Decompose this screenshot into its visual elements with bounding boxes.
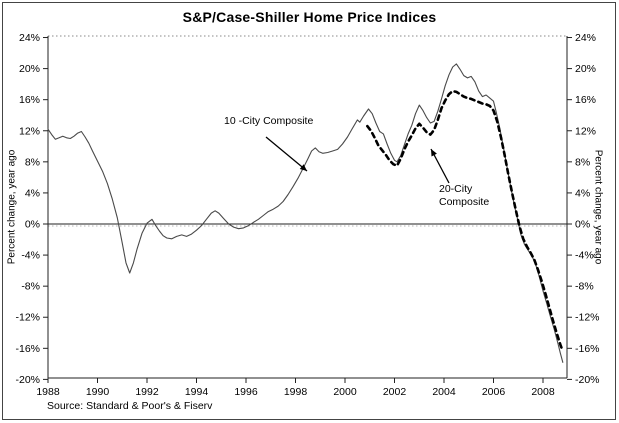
y-tick-label-left: 4% xyxy=(25,187,40,199)
y-axis-title-right: Percent change, year ago xyxy=(592,149,604,265)
y-tick-label-right: -20% xyxy=(575,374,600,386)
x-tick-label: 1998 xyxy=(284,386,308,398)
x-tick-label: 1996 xyxy=(234,386,258,398)
source-note: Source: Standard & Poor's & Fiserv xyxy=(47,400,213,412)
y-tick-label-right: -8% xyxy=(575,281,594,293)
annotation-10-city-composite: 10 -City Composite xyxy=(224,115,314,127)
y-tick-label-left: -4% xyxy=(21,250,40,262)
x-tick-label: 2008 xyxy=(531,386,555,398)
arrow-10-city-head xyxy=(299,164,307,171)
x-tick-label: 1992 xyxy=(135,386,159,398)
y-tick-label-left: 8% xyxy=(25,156,40,168)
twenty-city-composite-line xyxy=(365,89,565,353)
y-tick-label-left: 20% xyxy=(19,63,40,75)
annotation-20-city-line1: 20-City xyxy=(439,183,473,195)
y-tick-label-left: -20% xyxy=(15,374,40,386)
arrow-10-city xyxy=(265,136,308,172)
y-tick-label-left: -12% xyxy=(15,312,40,324)
y-tick-label-right: 20% xyxy=(575,63,596,75)
y-tick-label-left: 0% xyxy=(25,219,40,231)
y-tick-label-left: 12% xyxy=(19,125,40,137)
y-tick-label-right: 16% xyxy=(575,94,596,106)
y-tick-label-right: 0% xyxy=(575,219,590,231)
x-tick-label: 2000 xyxy=(333,386,357,398)
y-tick-label-right: -12% xyxy=(575,312,600,324)
y-tick-label-right: 4% xyxy=(575,187,590,199)
y-tick-label-left: 24% xyxy=(19,32,40,44)
annotation-20-city-composite: 20-City Composite xyxy=(439,183,489,209)
ten-city-composite-line xyxy=(47,63,564,363)
y-tick-label-left: -8% xyxy=(21,281,40,293)
x-tick-label: 1994 xyxy=(185,386,209,398)
chart-title: S&P/Case-Shiller Home Price Indices xyxy=(182,9,437,25)
x-tick-label: 2004 xyxy=(432,386,456,398)
annotation-20-city-line2: Composite xyxy=(439,196,490,208)
y-axis-title-left: Percent change, year ago xyxy=(6,149,18,265)
y-tick-label-right: -16% xyxy=(575,343,600,355)
x-tick-label: 2002 xyxy=(383,386,407,398)
y-tick-label-right: 12% xyxy=(575,125,596,137)
y-tick-label-right: 24% xyxy=(575,32,596,44)
y-tick-label-right: -4% xyxy=(575,250,594,262)
x-tick-label: 1990 xyxy=(86,386,110,398)
x-tick-label: 2006 xyxy=(482,386,506,398)
y-tick-label-right: 8% xyxy=(575,156,590,168)
arrow-20-city-head xyxy=(431,149,437,157)
x-tick-label: 1988 xyxy=(36,386,60,398)
y-tick-label-left: 16% xyxy=(19,94,40,106)
y-tick-label-left: -16% xyxy=(15,343,40,355)
